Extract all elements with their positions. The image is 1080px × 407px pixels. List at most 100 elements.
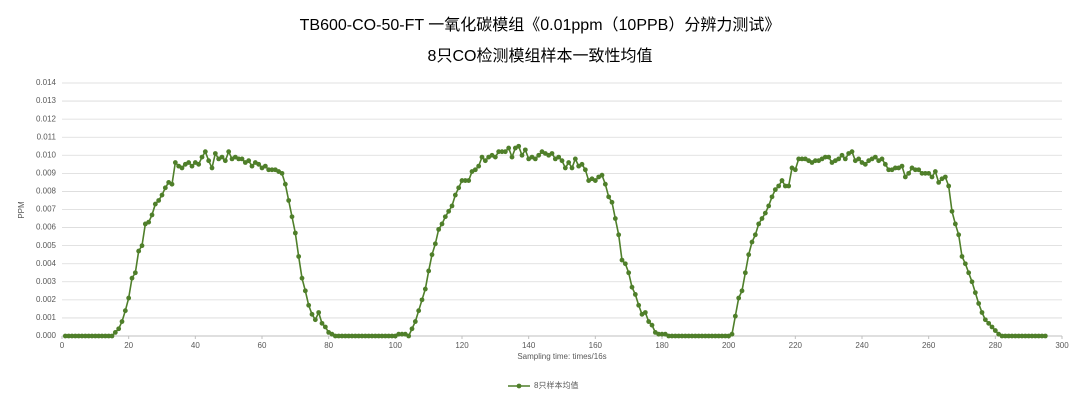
data-point bbox=[952, 221, 958, 227]
x-tick-label: 220 bbox=[789, 341, 803, 350]
data-point bbox=[149, 212, 155, 218]
data-point bbox=[979, 310, 985, 315]
data-point bbox=[616, 232, 622, 238]
data-point bbox=[599, 172, 605, 178]
data-point bbox=[302, 288, 308, 294]
data-point bbox=[152, 201, 158, 207]
x-tick-label: 40 bbox=[191, 341, 200, 350]
data-point bbox=[962, 261, 968, 267]
data-point bbox=[742, 270, 748, 276]
data-point bbox=[202, 149, 208, 155]
data-point bbox=[409, 326, 415, 332]
data-point bbox=[602, 181, 608, 187]
data-point bbox=[849, 149, 855, 155]
data-point bbox=[632, 292, 638, 297]
data-point bbox=[969, 279, 975, 285]
data-point bbox=[356, 333, 362, 339]
data-point bbox=[919, 170, 925, 176]
data-point bbox=[139, 243, 145, 249]
data-point bbox=[649, 322, 655, 328]
data-point bbox=[642, 310, 648, 315]
data-point bbox=[702, 333, 708, 339]
data-point bbox=[762, 210, 768, 216]
y-tick-label: 0.004 bbox=[36, 259, 57, 268]
y-tick-label: 0.008 bbox=[36, 187, 57, 196]
y-tick-label: 0.009 bbox=[36, 168, 57, 177]
data-point bbox=[299, 275, 305, 281]
data-point bbox=[1029, 333, 1035, 339]
data-point bbox=[226, 149, 232, 155]
data-point bbox=[506, 145, 512, 151]
data-point bbox=[436, 226, 442, 232]
data-point bbox=[666, 333, 672, 339]
data-point bbox=[312, 317, 318, 323]
y-axis-label: PPM bbox=[17, 201, 26, 219]
data-point bbox=[559, 158, 565, 164]
data-point bbox=[982, 317, 988, 323]
data-point bbox=[86, 333, 92, 339]
data-point bbox=[886, 167, 892, 173]
data-point bbox=[579, 161, 585, 167]
data-point bbox=[972, 290, 978, 296]
data-point bbox=[79, 333, 85, 339]
x-tick-label: 120 bbox=[455, 341, 469, 350]
data-point bbox=[946, 183, 952, 189]
data-point bbox=[1009, 333, 1015, 339]
data-point bbox=[796, 156, 802, 162]
data-point bbox=[772, 187, 778, 193]
data-point bbox=[1022, 333, 1028, 339]
data-point bbox=[566, 160, 572, 165]
data-point bbox=[976, 301, 982, 306]
data-point bbox=[172, 160, 178, 165]
data-point bbox=[492, 154, 498, 160]
x-tick-label: 60 bbox=[258, 341, 267, 350]
data-point bbox=[916, 167, 922, 173]
data-point bbox=[736, 295, 742, 301]
data-point bbox=[256, 161, 262, 167]
x-tick-label: 240 bbox=[855, 341, 869, 350]
data-point bbox=[186, 160, 192, 165]
data-point bbox=[766, 203, 772, 209]
y-tick-label: 0.012 bbox=[36, 114, 57, 123]
data-point bbox=[76, 333, 82, 339]
data-point bbox=[349, 333, 355, 339]
data-point bbox=[836, 156, 842, 162]
data-point bbox=[249, 163, 255, 169]
data-point bbox=[759, 216, 765, 221]
data-point bbox=[722, 333, 728, 339]
data-point bbox=[132, 270, 138, 276]
data-point bbox=[322, 324, 328, 330]
data-point bbox=[336, 333, 342, 339]
data-point bbox=[499, 149, 505, 155]
data-point bbox=[569, 165, 575, 171]
data-point bbox=[129, 275, 135, 281]
data-point bbox=[266, 167, 272, 173]
data-point bbox=[1026, 333, 1032, 339]
data-point bbox=[206, 158, 212, 164]
data-point bbox=[92, 333, 98, 339]
data-point bbox=[656, 331, 662, 337]
data-point bbox=[626, 270, 632, 276]
data-point bbox=[222, 158, 228, 164]
data-point bbox=[709, 333, 715, 339]
data-point bbox=[659, 331, 665, 337]
data-point bbox=[922, 170, 928, 176]
data-point bbox=[1032, 333, 1038, 339]
data-point bbox=[362, 333, 368, 339]
data-point bbox=[669, 333, 675, 339]
data-point bbox=[292, 230, 298, 236]
data-point bbox=[102, 333, 108, 339]
data-point bbox=[189, 163, 195, 169]
data-point bbox=[412, 319, 418, 324]
data-point bbox=[1019, 333, 1025, 339]
data-point bbox=[862, 161, 868, 167]
data-point bbox=[706, 333, 712, 339]
data-point bbox=[452, 192, 458, 198]
data-point bbox=[99, 333, 105, 339]
data-point bbox=[279, 170, 285, 176]
data-point bbox=[136, 248, 142, 254]
data-point bbox=[209, 165, 215, 171]
data-point bbox=[699, 333, 705, 339]
y-tick-label: 0.005 bbox=[36, 241, 57, 250]
data-point bbox=[519, 152, 525, 158]
